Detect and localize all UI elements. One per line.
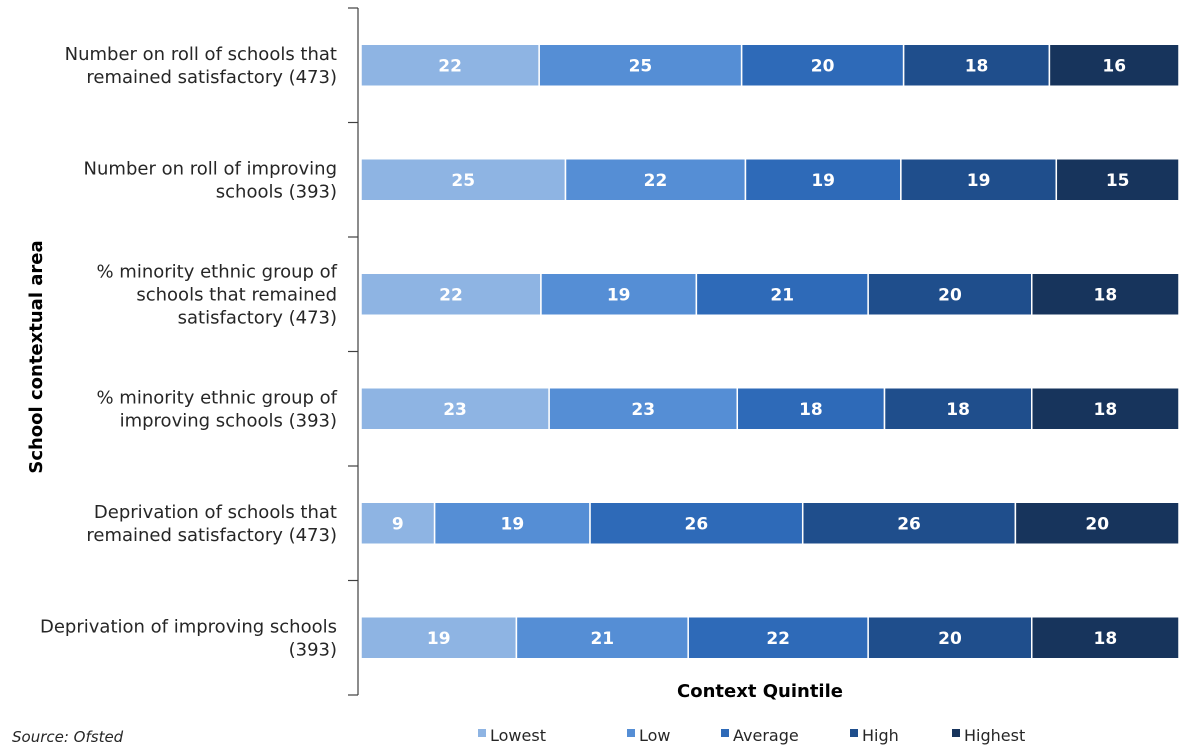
category-label: % minority ethnic group of improving scho… <box>96 387 337 431</box>
bar-value-label: 18 <box>965 56 989 76</box>
bar-value-label: 26 <box>897 514 921 534</box>
legend-swatch-lowest <box>478 729 486 737</box>
bar-segment-low <box>564 158 747 202</box>
bar-value-label: 19 <box>967 171 991 191</box>
legend-label-lowest: Lowest <box>490 726 546 745</box>
bar-value-label: 18 <box>1094 285 1118 305</box>
bar-value-label: 20 <box>1085 514 1109 534</box>
x-axis-title: Context Quintile <box>677 681 843 702</box>
bar-value-label: 19 <box>811 171 835 191</box>
bar-value-label: 22 <box>644 171 668 191</box>
bar-segment-high <box>801 501 1017 545</box>
bar-segment-highest <box>1031 387 1179 431</box>
bar-segment-lowest <box>360 387 550 431</box>
bar-segment-average <box>744 158 902 202</box>
bar-segment-low <box>540 272 698 316</box>
bar-value-label: 19 <box>427 629 451 649</box>
bar-value-label: 22 <box>766 629 790 649</box>
legend: Lowest Low Average High Highest <box>478 726 1025 745</box>
bar-value-label: 18 <box>946 400 970 420</box>
bar-segment-highest <box>1031 616 1179 660</box>
y-axis-title: School contextual area <box>26 240 47 473</box>
bar-segment-average <box>589 501 804 545</box>
bar-value-label: 23 <box>443 400 467 420</box>
bar-segment-low <box>548 387 739 431</box>
bar-segment-high <box>883 387 1033 431</box>
category-label: Deprivation of improving schools (393) <box>40 616 337 660</box>
bar-value-label: 20 <box>938 285 962 305</box>
legend-swatch-high <box>850 729 858 737</box>
bar-value-label: 22 <box>439 285 463 305</box>
bar-segment-low <box>433 501 591 545</box>
bar-value-label: 18 <box>1094 629 1118 649</box>
bar-segment-lowest <box>360 616 518 660</box>
y-axis-ticks <box>348 7 358 696</box>
bar-segment-lowest <box>360 43 540 87</box>
category-labels: Number on roll of schools that remained s… <box>40 44 338 661</box>
bar-value-label: 21 <box>770 285 794 305</box>
bar-segment-high <box>867 272 1033 316</box>
bar-segment-highest <box>1031 272 1179 316</box>
bars-group: 22 25 20 18 16 25 22 19 19 15 22 19 21 20 18 23 23 18 18 18… <box>360 43 1179 660</box>
bar-value-label: 25 <box>451 171 475 191</box>
bar-segment-lowest <box>360 158 567 202</box>
legend-swatch-average <box>721 729 729 737</box>
bar-segment-lowest <box>360 501 436 545</box>
bar-segment-highest <box>1048 43 1179 87</box>
legend-swatch-highest <box>952 729 960 737</box>
bar-value-label: 26 <box>685 514 709 534</box>
category-label: Number on roll of improving schools (393) <box>84 158 337 202</box>
category-label: % minority ethnic group of schools that r… <box>96 261 337 328</box>
bar-value-label: 21 <box>590 629 614 649</box>
bar-value-label: 20 <box>938 629 962 649</box>
bar-segment-highest <box>1055 158 1179 202</box>
bar-value-label: 25 <box>629 56 653 76</box>
bar-value-label: 19 <box>607 285 631 305</box>
bar-value-label: 16 <box>1102 56 1126 76</box>
source-note: Source: Ofsted <box>12 728 124 746</box>
bar-segment-average <box>695 272 869 316</box>
legend-label-highest: Highest <box>964 726 1025 745</box>
bar-value-label: 18 <box>1094 400 1118 420</box>
bar-value-label: 22 <box>438 56 462 76</box>
legend-label-low: Low <box>639 726 671 745</box>
bar-value-label: 18 <box>799 400 823 420</box>
legend-swatch-low <box>627 729 635 737</box>
legend-label-average: Average <box>733 726 799 745</box>
bar-segment-high <box>867 616 1033 660</box>
bar-value-label: 9 <box>392 514 404 534</box>
bar-value-label: 20 <box>811 56 835 76</box>
bar-segment-low <box>538 43 743 87</box>
bar-value-label: 19 <box>500 514 524 534</box>
bar-segment-highest <box>1014 501 1179 545</box>
bar-value-label: 23 <box>631 400 655 420</box>
category-label: Deprivation of schools that remained sati… <box>86 502 337 546</box>
bar-segment-lowest <box>360 272 542 316</box>
legend-label-high: High <box>862 726 899 745</box>
bar-value-label: 15 <box>1106 171 1130 191</box>
category-label: Number on roll of schools that remained s… <box>65 44 337 88</box>
